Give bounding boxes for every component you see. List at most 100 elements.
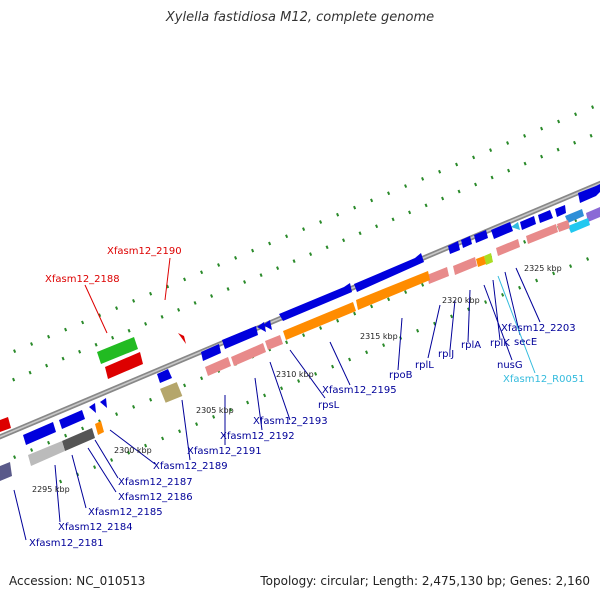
cds-Xfasm12_2190[interactable] (178, 333, 186, 344)
rrna-feature[interactable] (526, 224, 558, 244)
cds-feature[interactable] (520, 216, 536, 230)
green-dot (421, 177, 425, 181)
green-dot-tracks (12, 105, 595, 484)
green-dot (518, 285, 522, 290)
green-dot (450, 314, 454, 319)
green-dot (30, 342, 34, 346)
gene-label[interactable]: rplL (415, 360, 434, 371)
green-dot (276, 266, 280, 270)
cds-feature[interactable] (578, 184, 600, 203)
green-dot (28, 370, 32, 375)
cds-Xfasm12_2188-green[interactable] (97, 337, 138, 364)
gene-label[interactable]: Xfasm12_2185 (88, 507, 163, 518)
cds-feature[interactable] (491, 222, 513, 239)
cds-feature[interactable] (565, 209, 584, 223)
rrna-feature[interactable] (484, 253, 493, 265)
scale-tick-label: 2305 kbp (196, 406, 234, 415)
gene-label[interactable]: Xfasm12_2192 (220, 431, 295, 442)
gene-label[interactable]: Xfasm12_2203 (501, 323, 576, 334)
rrna-feature[interactable] (496, 239, 520, 256)
green-dot (13, 349, 17, 354)
rrna-feature[interactable] (453, 257, 477, 275)
cds-feature[interactable] (89, 403, 96, 413)
cds-rpoC[interactable] (354, 253, 424, 292)
cds-Xfasm12_2188-red[interactable] (105, 352, 143, 379)
gene-label[interactable]: Xfasm12_2184 (58, 522, 133, 533)
cds-feature[interactable] (0, 417, 11, 432)
gene-label[interactable]: nusG (497, 360, 523, 371)
cds-feature[interactable] (222, 326, 258, 349)
cds-feature[interactable] (263, 320, 272, 330)
cds-feature[interactable] (100, 398, 107, 408)
gene-label[interactable]: Xfasm12_2181 (29, 538, 104, 549)
rrna-feature[interactable] (205, 357, 231, 376)
gene-label[interactable]: rplA (461, 340, 481, 351)
rrna-feature[interactable] (476, 256, 486, 267)
cds-rpoB[interactable] (279, 283, 352, 321)
cds-feature[interactable] (62, 428, 95, 451)
cds-feature[interactable] (511, 222, 520, 230)
green-dot (64, 433, 68, 438)
cds-long-orange[interactable] (356, 271, 430, 310)
rrna-feature[interactable] (427, 267, 449, 284)
rrna-feature[interactable] (231, 343, 266, 366)
gene-label[interactable]: rplK (490, 338, 510, 349)
cds-feature[interactable] (157, 369, 172, 383)
gene-label[interactable]: Xfasm12_2187 (118, 477, 193, 488)
cds-feature[interactable] (59, 410, 85, 429)
gene-label[interactable]: Xfasm12_2193 (253, 416, 328, 427)
cds-feature[interactable] (23, 422, 56, 445)
green-dot (421, 283, 425, 287)
green-dot (506, 141, 510, 145)
cds-feature[interactable] (586, 207, 600, 222)
cds-feature[interactable] (568, 218, 590, 233)
gene-label[interactable]: Xfasm12_R0051 (503, 374, 585, 385)
gene-label[interactable]: rpoB (389, 370, 413, 381)
gene-label[interactable]: secE (514, 337, 537, 348)
gene-label[interactable]: Xfasm12_2195 (322, 385, 397, 396)
green-dot (115, 412, 119, 416)
cds-long-orange[interactable] (283, 302, 356, 340)
green-dot (144, 321, 148, 326)
green-dot (438, 169, 442, 174)
rrna-feature[interactable] (265, 335, 283, 350)
green-dot (404, 184, 408, 188)
gene-label[interactable]: Xfasm12_2189 (153, 461, 228, 472)
green-dot (523, 161, 527, 166)
cds-feature[interactable] (201, 344, 221, 361)
green-dot (523, 239, 527, 244)
cds-feature[interactable] (538, 210, 553, 223)
cds-feature[interactable] (95, 421, 104, 435)
cds-feature[interactable] (28, 441, 65, 466)
green-dot (358, 231, 362, 236)
green-dot (408, 210, 412, 215)
rrna-feature[interactable] (557, 220, 570, 232)
gene-label[interactable]: Xfasm12_2191 (187, 446, 262, 457)
scale-tick-label: 2325 kbp (524, 264, 562, 273)
green-dot (302, 333, 306, 338)
cds-feature[interactable] (0, 462, 12, 481)
gene-label[interactable]: Xfasm12_2186 (118, 492, 193, 503)
gene-label[interactable]: rplJ (438, 349, 454, 360)
cds-feature[interactable] (461, 236, 472, 248)
green-dot (353, 205, 357, 210)
green-dot (193, 301, 197, 305)
cds-feature[interactable] (555, 205, 566, 217)
cds-feature[interactable] (448, 241, 460, 254)
cds-feature[interactable] (160, 382, 183, 403)
cds-feature[interactable] (474, 230, 488, 243)
green-dot (13, 455, 17, 460)
green-dot (93, 465, 97, 470)
gene-label[interactable]: Xfasm12_2188 (45, 274, 120, 285)
green-dot (229, 407, 233, 412)
green-dot (47, 440, 51, 445)
green-dot (331, 364, 335, 369)
green-dot (98, 313, 102, 318)
green-dot (226, 287, 230, 291)
green-dot (47, 334, 51, 339)
gene-label[interactable]: rpsL (318, 400, 340, 411)
green-dot (472, 155, 476, 160)
gene-label[interactable]: Xfasm12_2190 (107, 246, 182, 257)
cds-feature[interactable] (257, 322, 266, 332)
green-dot (523, 133, 527, 138)
